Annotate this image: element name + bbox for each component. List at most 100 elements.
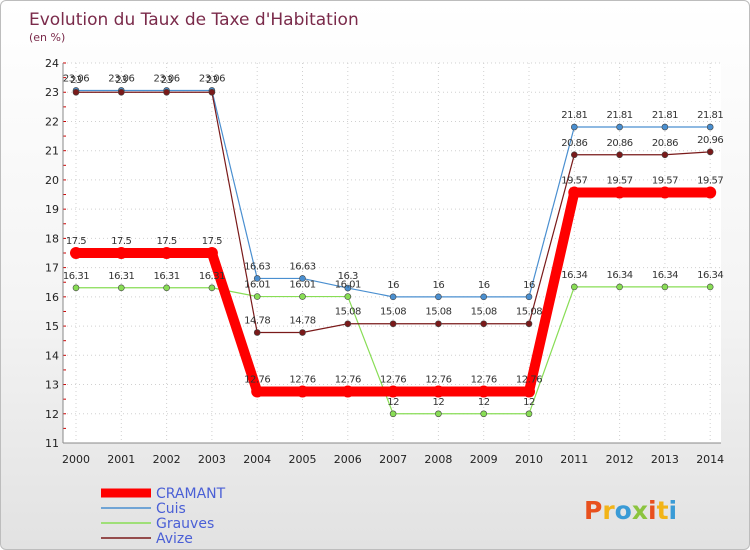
data-point-grauves	[344, 293, 352, 300]
logo-letter: i	[648, 496, 657, 525]
data-point-avize	[525, 320, 533, 328]
data-label-avize: 14.78	[244, 316, 270, 327]
x-tick-label: 2002	[153, 453, 181, 466]
proxiti-logo: Proxiti	[584, 496, 677, 525]
data-point-cramant	[296, 385, 309, 398]
data-label-avize: 14.78	[289, 316, 315, 327]
x-tick-label: 2008	[424, 453, 452, 466]
y-tick-label: 18	[45, 232, 59, 245]
y-tick-label: 16	[45, 291, 59, 304]
data-point-cramant	[658, 186, 671, 199]
data-point-avize	[208, 88, 216, 96]
data-label-avize: 23	[161, 75, 173, 86]
data-point-cramant	[477, 385, 490, 398]
logo-letter: x	[632, 496, 648, 525]
data-point-grauves	[661, 283, 669, 291]
data-label-cramant: 12.76	[425, 375, 451, 386]
x-tick-label: 2003	[198, 453, 226, 466]
x-tick-label: 2004	[243, 453, 271, 466]
data-point-cuis	[570, 123, 578, 131]
data-point-avize	[435, 320, 442, 328]
x-tick-label: 2014	[696, 453, 724, 466]
data-label-cramant: 12.76	[289, 375, 315, 386]
x-tick-label: 2010	[515, 453, 543, 466]
y-tick-label: 17	[45, 262, 59, 275]
x-tick-label: 2005	[289, 453, 317, 466]
data-point-grauves	[616, 283, 623, 291]
data-point-cuis	[661, 123, 669, 131]
data-label-grauves: 16.31	[108, 271, 134, 282]
data-point-avize	[706, 148, 714, 156]
data-point-grauves	[208, 284, 216, 292]
data-point-grauves	[299, 293, 306, 300]
axes: 11 12 13 14 15 16 17 18 19 20 21 22 23 24 2000 2001 2002…	[45, 57, 724, 466]
data-point-cuis	[435, 293, 442, 301]
data-label-grauves: 16.31	[199, 271, 225, 282]
legend-label-avize: Avize	[156, 531, 193, 547]
data-point-avize	[118, 88, 125, 96]
data-label-grauves: 16.34	[652, 270, 678, 281]
y-tick-label: 15	[45, 320, 59, 333]
data-label-cramant: 12.76	[335, 375, 361, 386]
logo-letter: o	[615, 496, 632, 525]
data-labels: 17.5 17.5 17.5 17.5 12.76 12.76 12.76 12.76 12.7…	[63, 73, 724, 408]
data-label-cramant: 19.57	[697, 175, 723, 186]
data-label-avize: 20.86	[652, 138, 678, 149]
data-label-cramant: 12.76	[380, 375, 406, 386]
y-tick-label: 12	[45, 408, 59, 421]
data-point-grauves	[570, 283, 578, 291]
data-label-cuis: 23.06	[108, 73, 134, 84]
data-label-avize: 15.08	[516, 307, 542, 318]
data-point-cuis	[344, 284, 352, 292]
data-label-grauves: 16.01	[289, 280, 315, 291]
data-label-cramant: 12.76	[471, 375, 497, 386]
data-label-avize: 23	[115, 75, 127, 86]
data-label-avize: 15.08	[380, 307, 406, 318]
data-point-cuis	[389, 293, 397, 301]
data-point-cuis	[299, 275, 306, 282]
data-label-grauves: 16.01	[244, 280, 270, 291]
data-label-cramant: 17.5	[111, 236, 131, 247]
data-label-cuis: 21.81	[607, 110, 633, 121]
data-point-cuis	[525, 293, 533, 301]
data-point-avize	[344, 320, 352, 328]
data-point-cuis	[616, 123, 623, 131]
data-point-cuis	[480, 293, 488, 301]
data-point-avize	[253, 329, 261, 336]
data-label-cramant: 19.57	[561, 175, 587, 186]
data-label-cuis: 16.63	[244, 261, 270, 272]
x-tick-label: 2006	[334, 453, 362, 466]
data-label-grauves: 12	[433, 397, 445, 408]
y-tick-label: 13	[45, 379, 59, 392]
data-label-cuis: 16	[433, 280, 445, 291]
data-point-cramant	[251, 385, 264, 398]
data-label-cuis: 16.3	[338, 271, 358, 282]
data-label-avize: 20.96	[697, 135, 723, 146]
x-tick-label: 2000	[62, 453, 90, 466]
data-point-cuis	[253, 275, 261, 282]
data-point-cramant	[387, 385, 400, 398]
data-point-grauves	[253, 293, 261, 300]
data-label-cuis: 23.06	[63, 73, 89, 84]
y-tick-label: 24	[45, 57, 59, 70]
data-point-cramant	[205, 247, 218, 259]
y-tick-label: 19	[45, 203, 59, 216]
y-tick-label: 22	[45, 115, 59, 128]
y-tick-label: 23	[45, 86, 59, 99]
data-point-cramant	[341, 385, 354, 398]
legend-label-cramant: CRAMANT	[156, 486, 226, 502]
y-tick-label: 14	[45, 349, 59, 362]
x-tick-label: 2013	[651, 453, 679, 466]
legend-label-cuis: Cuis	[156, 501, 186, 517]
data-point-grauves	[163, 284, 170, 292]
logo-letter: t	[657, 496, 669, 525]
series-layer	[70, 87, 717, 418]
data-point-avize	[72, 88, 80, 96]
data-point-cramant	[432, 385, 445, 398]
data-point-cuis	[706, 123, 714, 131]
data-label-cuis: 16	[523, 280, 535, 291]
data-label-grauves: 16.34	[697, 270, 723, 281]
logo-letter: i	[669, 496, 678, 525]
data-point-grauves	[480, 410, 488, 418]
